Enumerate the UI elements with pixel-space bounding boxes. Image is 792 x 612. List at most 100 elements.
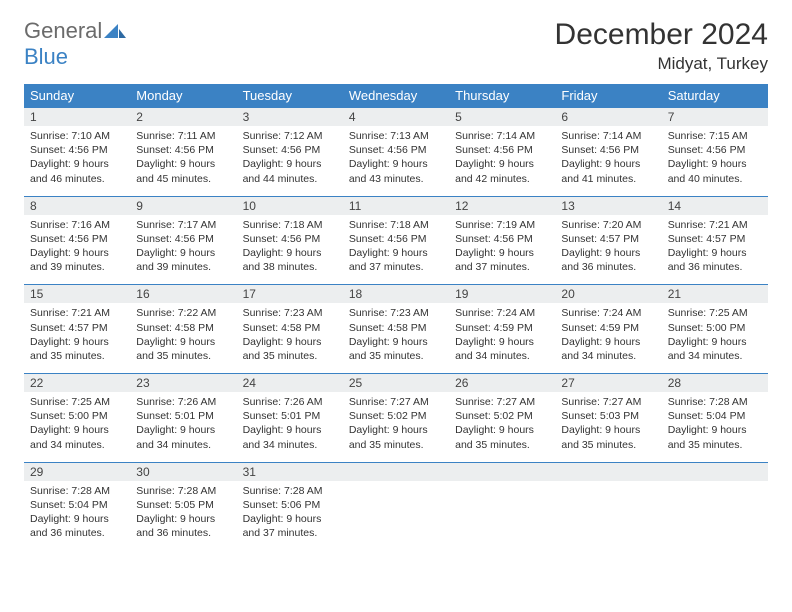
day-details: Sunrise: 7:23 AMSunset: 4:58 PMDaylight:… — [343, 303, 449, 373]
day-number: 8 — [24, 197, 130, 215]
calendar-cell: 14Sunrise: 7:21 AMSunset: 4:57 PMDayligh… — [662, 196, 768, 285]
day-details: Sunrise: 7:25 AMSunset: 5:00 PMDaylight:… — [24, 392, 130, 462]
day-header: Sunday — [24, 84, 130, 108]
calendar-cell: 19Sunrise: 7:24 AMSunset: 4:59 PMDayligh… — [449, 285, 555, 374]
day-details: Sunrise: 7:21 AMSunset: 4:57 PMDaylight:… — [24, 303, 130, 373]
day-number: 25 — [343, 374, 449, 392]
logo-text-blue: Blue — [24, 44, 68, 69]
logo: General Blue — [24, 18, 126, 70]
day-number: 3 — [237, 108, 343, 126]
calendar-cell: 2Sunrise: 7:11 AMSunset: 4:56 PMDaylight… — [130, 108, 236, 197]
calendar-cell: 24Sunrise: 7:26 AMSunset: 5:01 PMDayligh… — [237, 374, 343, 463]
day-details: Sunrise: 7:23 AMSunset: 4:58 PMDaylight:… — [237, 303, 343, 373]
day-number-empty — [662, 463, 768, 481]
day-number: 28 — [662, 374, 768, 392]
day-number: 20 — [555, 285, 661, 303]
calendar-cell: 5Sunrise: 7:14 AMSunset: 4:56 PMDaylight… — [449, 108, 555, 197]
header: General Blue December 2024 Midyat, Turke… — [24, 18, 768, 74]
week-row: 22Sunrise: 7:25 AMSunset: 5:00 PMDayligh… — [24, 374, 768, 463]
day-number: 26 — [449, 374, 555, 392]
day-details: Sunrise: 7:24 AMSunset: 4:59 PMDaylight:… — [449, 303, 555, 373]
day-details: Sunrise: 7:14 AMSunset: 4:56 PMDaylight:… — [555, 126, 661, 196]
day-number: 14 — [662, 197, 768, 215]
calendar-cell: 1Sunrise: 7:10 AMSunset: 4:56 PMDaylight… — [24, 108, 130, 197]
day-details: Sunrise: 7:27 AMSunset: 5:02 PMDaylight:… — [343, 392, 449, 462]
day-number-empty — [555, 463, 661, 481]
day-header: Friday — [555, 84, 661, 108]
day-number: 18 — [343, 285, 449, 303]
calendar-cell: 29Sunrise: 7:28 AMSunset: 5:04 PMDayligh… — [24, 462, 130, 550]
calendar-cell: 18Sunrise: 7:23 AMSunset: 4:58 PMDayligh… — [343, 285, 449, 374]
calendar-cell — [662, 462, 768, 550]
day-number: 22 — [24, 374, 130, 392]
day-details: Sunrise: 7:18 AMSunset: 4:56 PMDaylight:… — [343, 215, 449, 285]
day-details-empty — [555, 481, 661, 543]
calendar-cell: 30Sunrise: 7:28 AMSunset: 5:05 PMDayligh… — [130, 462, 236, 550]
calendar-cell — [449, 462, 555, 550]
calendar-cell: 3Sunrise: 7:12 AMSunset: 4:56 PMDaylight… — [237, 108, 343, 197]
day-number-empty — [343, 463, 449, 481]
calendar-cell: 11Sunrise: 7:18 AMSunset: 4:56 PMDayligh… — [343, 196, 449, 285]
day-number: 11 — [343, 197, 449, 215]
day-number: 17 — [237, 285, 343, 303]
day-number: 23 — [130, 374, 236, 392]
day-number: 24 — [237, 374, 343, 392]
day-header: Tuesday — [237, 84, 343, 108]
calendar-cell: 31Sunrise: 7:28 AMSunset: 5:06 PMDayligh… — [237, 462, 343, 550]
day-number: 6 — [555, 108, 661, 126]
day-details: Sunrise: 7:18 AMSunset: 4:56 PMDaylight:… — [237, 215, 343, 285]
day-header: Monday — [130, 84, 236, 108]
week-row: 29Sunrise: 7:28 AMSunset: 5:04 PMDayligh… — [24, 462, 768, 550]
day-details: Sunrise: 7:27 AMSunset: 5:03 PMDaylight:… — [555, 392, 661, 462]
calendar-cell — [555, 462, 661, 550]
day-number: 16 — [130, 285, 236, 303]
calendar-table: SundayMondayTuesdayWednesdayThursdayFrid… — [24, 84, 768, 550]
day-number: 13 — [555, 197, 661, 215]
day-details: Sunrise: 7:22 AMSunset: 4:58 PMDaylight:… — [130, 303, 236, 373]
day-number: 1 — [24, 108, 130, 126]
calendar-cell: 23Sunrise: 7:26 AMSunset: 5:01 PMDayligh… — [130, 374, 236, 463]
day-details: Sunrise: 7:16 AMSunset: 4:56 PMDaylight:… — [24, 215, 130, 285]
calendar-cell: 27Sunrise: 7:27 AMSunset: 5:03 PMDayligh… — [555, 374, 661, 463]
day-number: 12 — [449, 197, 555, 215]
day-details: Sunrise: 7:19 AMSunset: 4:56 PMDaylight:… — [449, 215, 555, 285]
calendar-cell: 17Sunrise: 7:23 AMSunset: 4:58 PMDayligh… — [237, 285, 343, 374]
day-number: 10 — [237, 197, 343, 215]
day-header: Thursday — [449, 84, 555, 108]
day-number: 7 — [662, 108, 768, 126]
calendar-cell: 16Sunrise: 7:22 AMSunset: 4:58 PMDayligh… — [130, 285, 236, 374]
week-row: 8Sunrise: 7:16 AMSunset: 4:56 PMDaylight… — [24, 196, 768, 285]
day-details: Sunrise: 7:28 AMSunset: 5:05 PMDaylight:… — [130, 481, 236, 551]
day-details: Sunrise: 7:14 AMSunset: 4:56 PMDaylight:… — [449, 126, 555, 196]
calendar-cell: 15Sunrise: 7:21 AMSunset: 4:57 PMDayligh… — [24, 285, 130, 374]
day-number: 4 — [343, 108, 449, 126]
day-details: Sunrise: 7:20 AMSunset: 4:57 PMDaylight:… — [555, 215, 661, 285]
day-number: 19 — [449, 285, 555, 303]
day-details: Sunrise: 7:13 AMSunset: 4:56 PMDaylight:… — [343, 126, 449, 196]
calendar-cell: 26Sunrise: 7:27 AMSunset: 5:02 PMDayligh… — [449, 374, 555, 463]
calendar-cell: 9Sunrise: 7:17 AMSunset: 4:56 PMDaylight… — [130, 196, 236, 285]
calendar-cell: 20Sunrise: 7:24 AMSunset: 4:59 PMDayligh… — [555, 285, 661, 374]
day-number: 15 — [24, 285, 130, 303]
calendar-cell: 13Sunrise: 7:20 AMSunset: 4:57 PMDayligh… — [555, 196, 661, 285]
day-number: 30 — [130, 463, 236, 481]
day-details: Sunrise: 7:25 AMSunset: 5:00 PMDaylight:… — [662, 303, 768, 373]
location-label: Midyat, Turkey — [555, 54, 768, 74]
day-details: Sunrise: 7:28 AMSunset: 5:06 PMDaylight:… — [237, 481, 343, 551]
day-number: 5 — [449, 108, 555, 126]
day-number: 27 — [555, 374, 661, 392]
title-block: December 2024 Midyat, Turkey — [555, 18, 768, 74]
day-details: Sunrise: 7:17 AMSunset: 4:56 PMDaylight:… — [130, 215, 236, 285]
day-details: Sunrise: 7:26 AMSunset: 5:01 PMDaylight:… — [237, 392, 343, 462]
calendar-cell: 7Sunrise: 7:15 AMSunset: 4:56 PMDaylight… — [662, 108, 768, 197]
month-title: December 2024 — [555, 18, 768, 52]
calendar-cell: 28Sunrise: 7:28 AMSunset: 5:04 PMDayligh… — [662, 374, 768, 463]
day-header-row: SundayMondayTuesdayWednesdayThursdayFrid… — [24, 84, 768, 108]
day-details: Sunrise: 7:10 AMSunset: 4:56 PMDaylight:… — [24, 126, 130, 196]
calendar-cell — [343, 462, 449, 550]
day-number-empty — [449, 463, 555, 481]
day-number: 21 — [662, 285, 768, 303]
day-details: Sunrise: 7:26 AMSunset: 5:01 PMDaylight:… — [130, 392, 236, 462]
day-details: Sunrise: 7:27 AMSunset: 5:02 PMDaylight:… — [449, 392, 555, 462]
day-header: Saturday — [662, 84, 768, 108]
